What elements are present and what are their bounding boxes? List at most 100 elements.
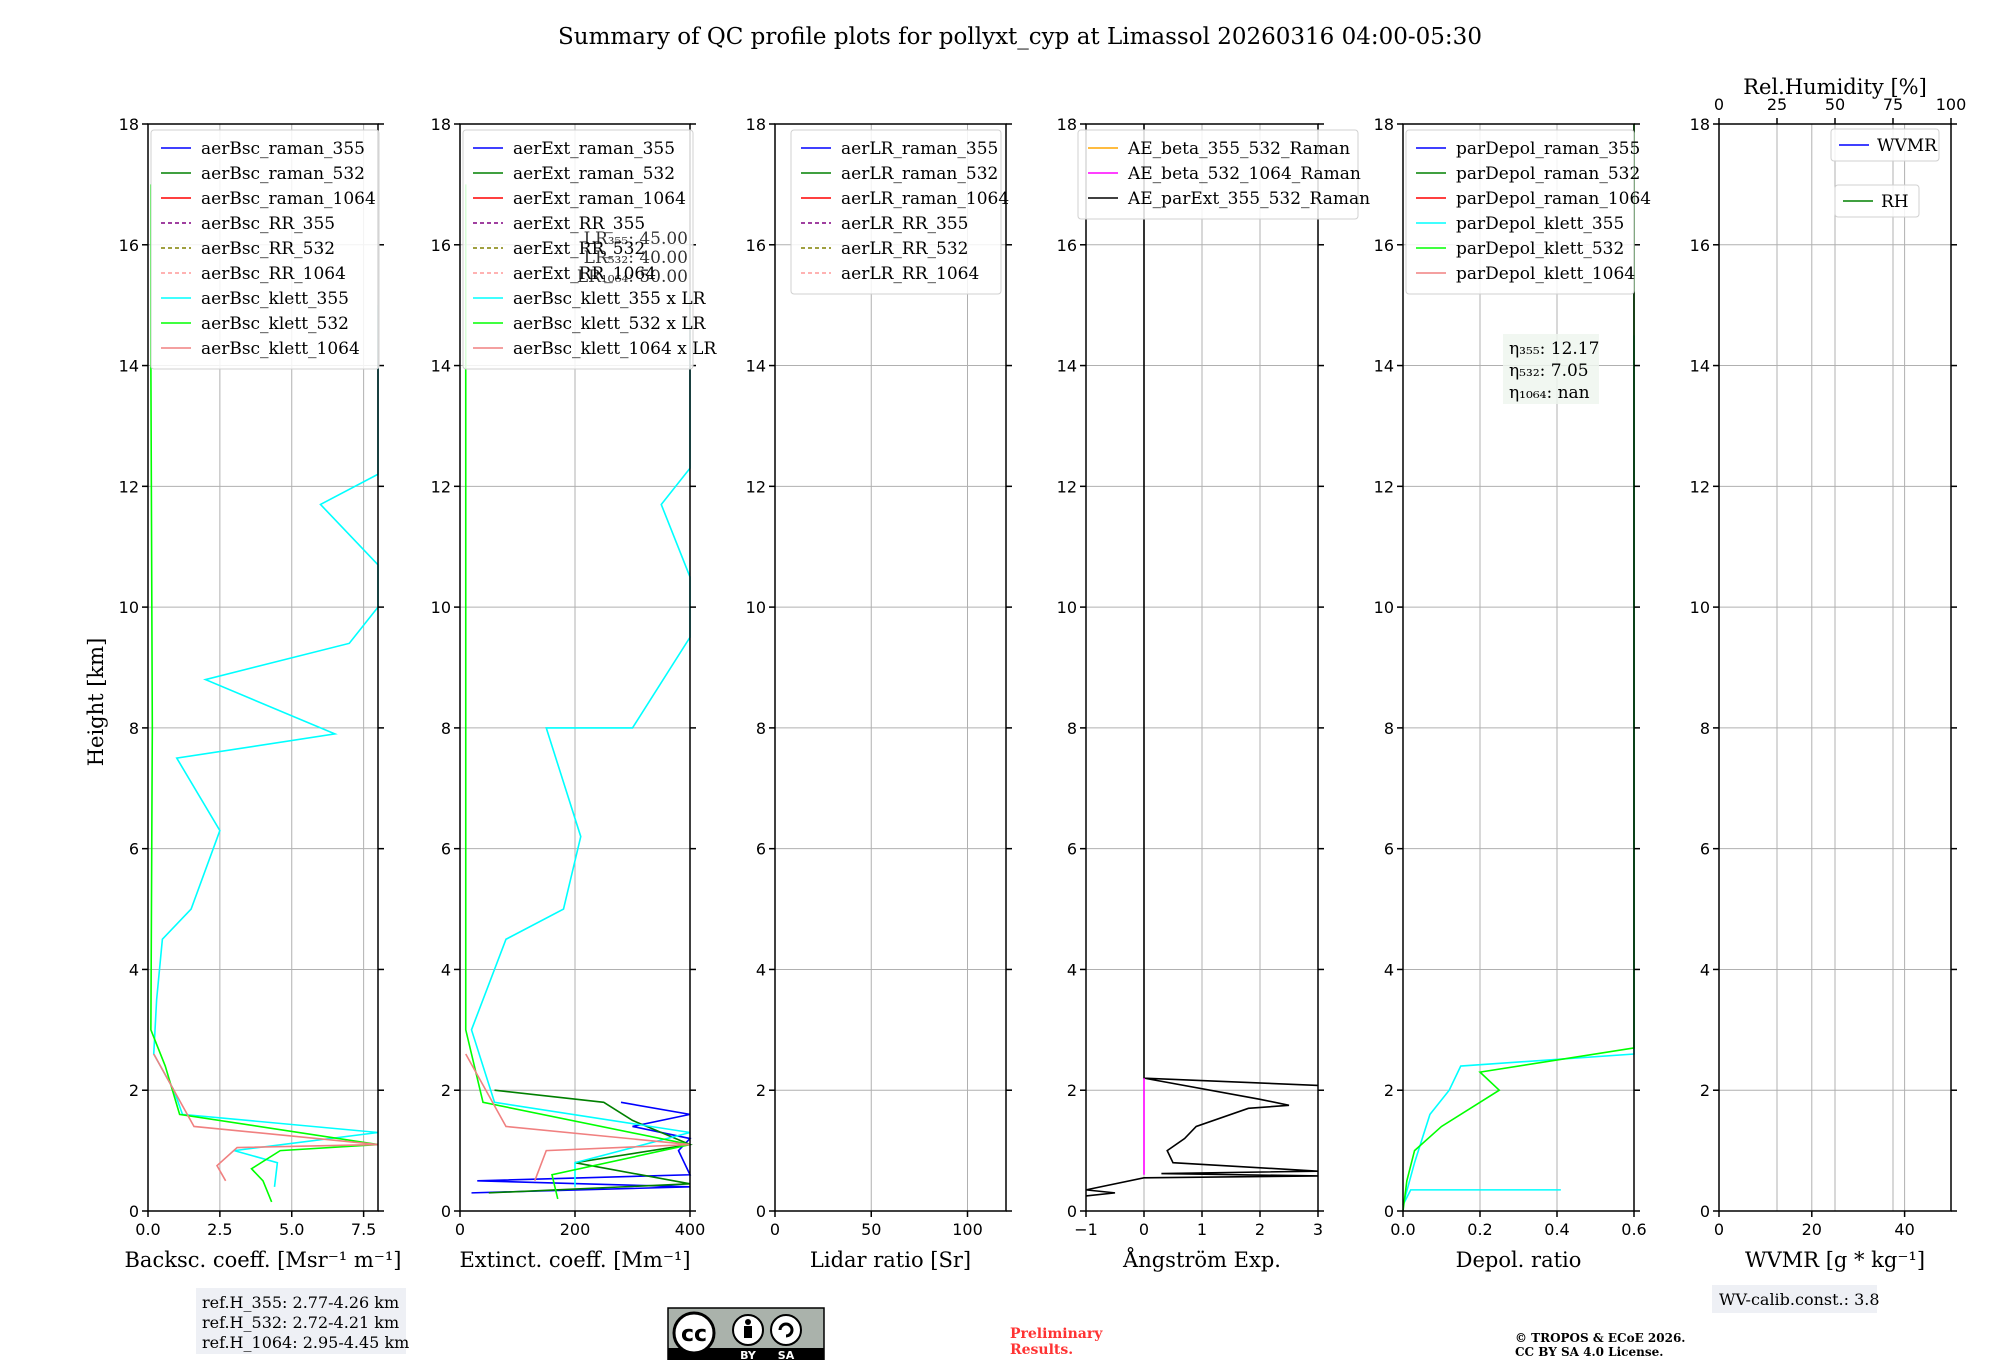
eta-text: η₁₀₆₄: nan [1509,383,1590,403]
eta-text: η₃₅₅: 12.17 [1509,339,1599,359]
legend-label: aerExt_RR_355 [513,214,645,234]
axes-frame [774,123,1007,1212]
legend-label: parDepol_raman_1064 [1456,189,1651,209]
y-tick-label: 6 [1067,840,1077,859]
top-tick-label: 75 [1883,95,1903,114]
y-tick-label: 4 [441,960,451,979]
y-tick-label: 16 [431,236,451,255]
y-tick-label: 12 [1057,477,1077,496]
series-parDepol_klett_532 [1402,124,1635,1212]
top-axis-label: Rel.Humidity [%] [1743,75,1927,99]
y-tick-label: 14 [1374,357,1394,376]
y-tick-label: 10 [1057,598,1077,617]
series-parDepol_klett_355 [1402,335,1635,1206]
refh-532: ref.H_532: 2.72-4.21 km [202,1313,399,1332]
sa-arrow-icon [778,1322,794,1338]
legend-label: parDepol_raman_532 [1456,164,1640,184]
legend-label: aerBsc_klett_532 [201,314,349,334]
eta-text: η₅₃₂: 7.05 [1509,361,1589,381]
legend: parDepol_raman_355 parDepol_raman_532 parD… [1405,129,1651,295]
legend-label: aerBsc_RR_532 [201,239,335,259]
lr-note: LR₃₅₅: 45.00 [584,229,688,249]
legend-wv: WVMR RH [1830,128,1940,218]
legend: AE_beta_355_532_Raman AE_beta_532_1064_Ra… [1077,129,1370,220]
y-tick-label: 16 [1057,236,1077,255]
legend-label: aerBsc_raman_1064 [201,189,376,209]
y-tick-label: 12 [119,477,139,496]
panel-bsc: 0 2 4 6 8 10 12 14 16 18 0.0 2.5 5.0 7.5 Backsc. coeff… [119,115,402,1272]
x-tick-label: 3 [1313,1220,1323,1239]
legend-label: aerExt_raman_355 [513,139,675,159]
x-tick-label: 0.0 [1390,1220,1415,1239]
y-tick-label: 6 [129,840,139,859]
y-tick-label: 2 [756,1081,766,1100]
axes-frame [1402,123,1635,1212]
x-tick-label: 0 [1714,1220,1724,1239]
x-axis-label: Lidar ratio [Sr] [810,1248,971,1272]
x-tick-label: 100 [952,1220,983,1239]
y-tick-label: 2 [441,1081,451,1100]
y-tick-label: 16 [746,236,766,255]
figure-title: Summary of QC profile plots for pollyxt_… [558,24,1482,50]
preliminary-line1: Preliminary [1010,1326,1103,1342]
y-tick-label: 8 [1700,719,1710,738]
series-aerBsc_klett_532 [150,184,379,1203]
y-tick-label: 14 [119,357,139,376]
y-tick-label: 4 [1384,960,1394,979]
legend-label: AE_beta_532_1064_Raman [1127,164,1361,184]
legend-label: aerLR_RR_355 [841,214,968,234]
refh-355: ref.H_355: 2.77-4.26 km [202,1293,399,1312]
y-tick-label: 16 [1690,236,1710,255]
y-tick-label: 8 [1384,719,1394,738]
lr-note: LR₁₀₆₄: 50.00 [577,267,688,287]
axes-frame [147,123,379,1212]
y-tick-label: 0 [441,1202,451,1221]
series-aerBsc_klett_532 x LR [464,184,691,1200]
x-tick-label: 20 [1802,1220,1822,1239]
y-tick-label: 18 [1690,115,1710,134]
series-aerBsc_klett_355 [152,305,379,1187]
legend: aerBsc_raman_355 aerBsc_raman_532 aerBsc_r… [150,129,380,370]
legend-label: aerLR_raman_532 [841,164,998,184]
copyright-line2: CC BY SA 4.0 License. [1515,1345,1663,1359]
legend-box-rh [1834,184,1920,218]
copyright-line1: © TROPOS & ECoE 2026. [1515,1331,1685,1345]
y-tick-label: 10 [1374,598,1394,617]
legend-label: aerBsc_RR_355 [201,214,335,234]
y-tick-label: 6 [441,840,451,859]
y-tick-label: 0 [129,1202,139,1221]
x-tick-label: 50 [861,1220,881,1239]
x-axis-label: Extinct. coeff. [Mm⁻¹] [459,1248,690,1272]
top-tick-label: 0 [1714,95,1724,114]
legend: aerExt_raman_355 aerExt_raman_532 aerExt_r… [462,129,717,370]
lr-note: LR₅₃₂: 40.00 [584,248,688,268]
y-tick-label: 2 [1067,1081,1077,1100]
legend-label: aerBsc_raman_532 [201,164,365,184]
legend-label: aerBsc_klett_355 x LR [513,289,707,309]
x-tick-label: 0.0 [135,1220,160,1239]
legend-label: parDepol_raman_355 [1456,139,1640,159]
legend-label: AE_parExt_355_532_Raman [1127,189,1370,209]
legend-label: aerBsc_RR_1064 [201,264,346,284]
ref-heights-box: ref.H_355: 2.77-4.26 km ref.H_532: 2.72-… [196,1288,409,1354]
legend-label: aerExt_RR_532 [513,239,645,259]
x-axis-label: Backsc. coeff. [Msr⁻¹ m⁻¹] [125,1248,402,1272]
legend-label: aerBsc_raman_355 [201,139,365,159]
y-tick-label: 2 [129,1081,139,1100]
x-axis-label: WVMR [g * kg⁻¹] [1745,1248,1925,1272]
wv-calib-box: WV-calib.const.: 3.8 [1712,1285,1880,1313]
y-tick-label: 10 [431,598,451,617]
legend-label: aerBsc_klett_1064 x LR [513,339,717,359]
legend-label: WVMR [1877,136,1938,156]
cc-by-sa-badge: cc BY SA [667,1307,825,1360]
legend-label: parDepol_klett_532 [1456,239,1624,259]
panel-lr: 0 2 4 6 8 10 12 14 16 18 0 50 100 Lidar ratio [Sr] aer… [746,115,1012,1272]
y-tick-label: 4 [1067,960,1077,979]
legend-label: aerBsc_klett_1064 [201,339,360,359]
x-tick-label: 0.2 [1467,1220,1492,1239]
x-axis-label: Depol. ratio [1456,1248,1582,1272]
x-tick-label: 400 [675,1220,706,1239]
legend-label: AE_beta_355_532_Raman [1127,139,1350,159]
y-tick-label: 10 [746,598,766,617]
